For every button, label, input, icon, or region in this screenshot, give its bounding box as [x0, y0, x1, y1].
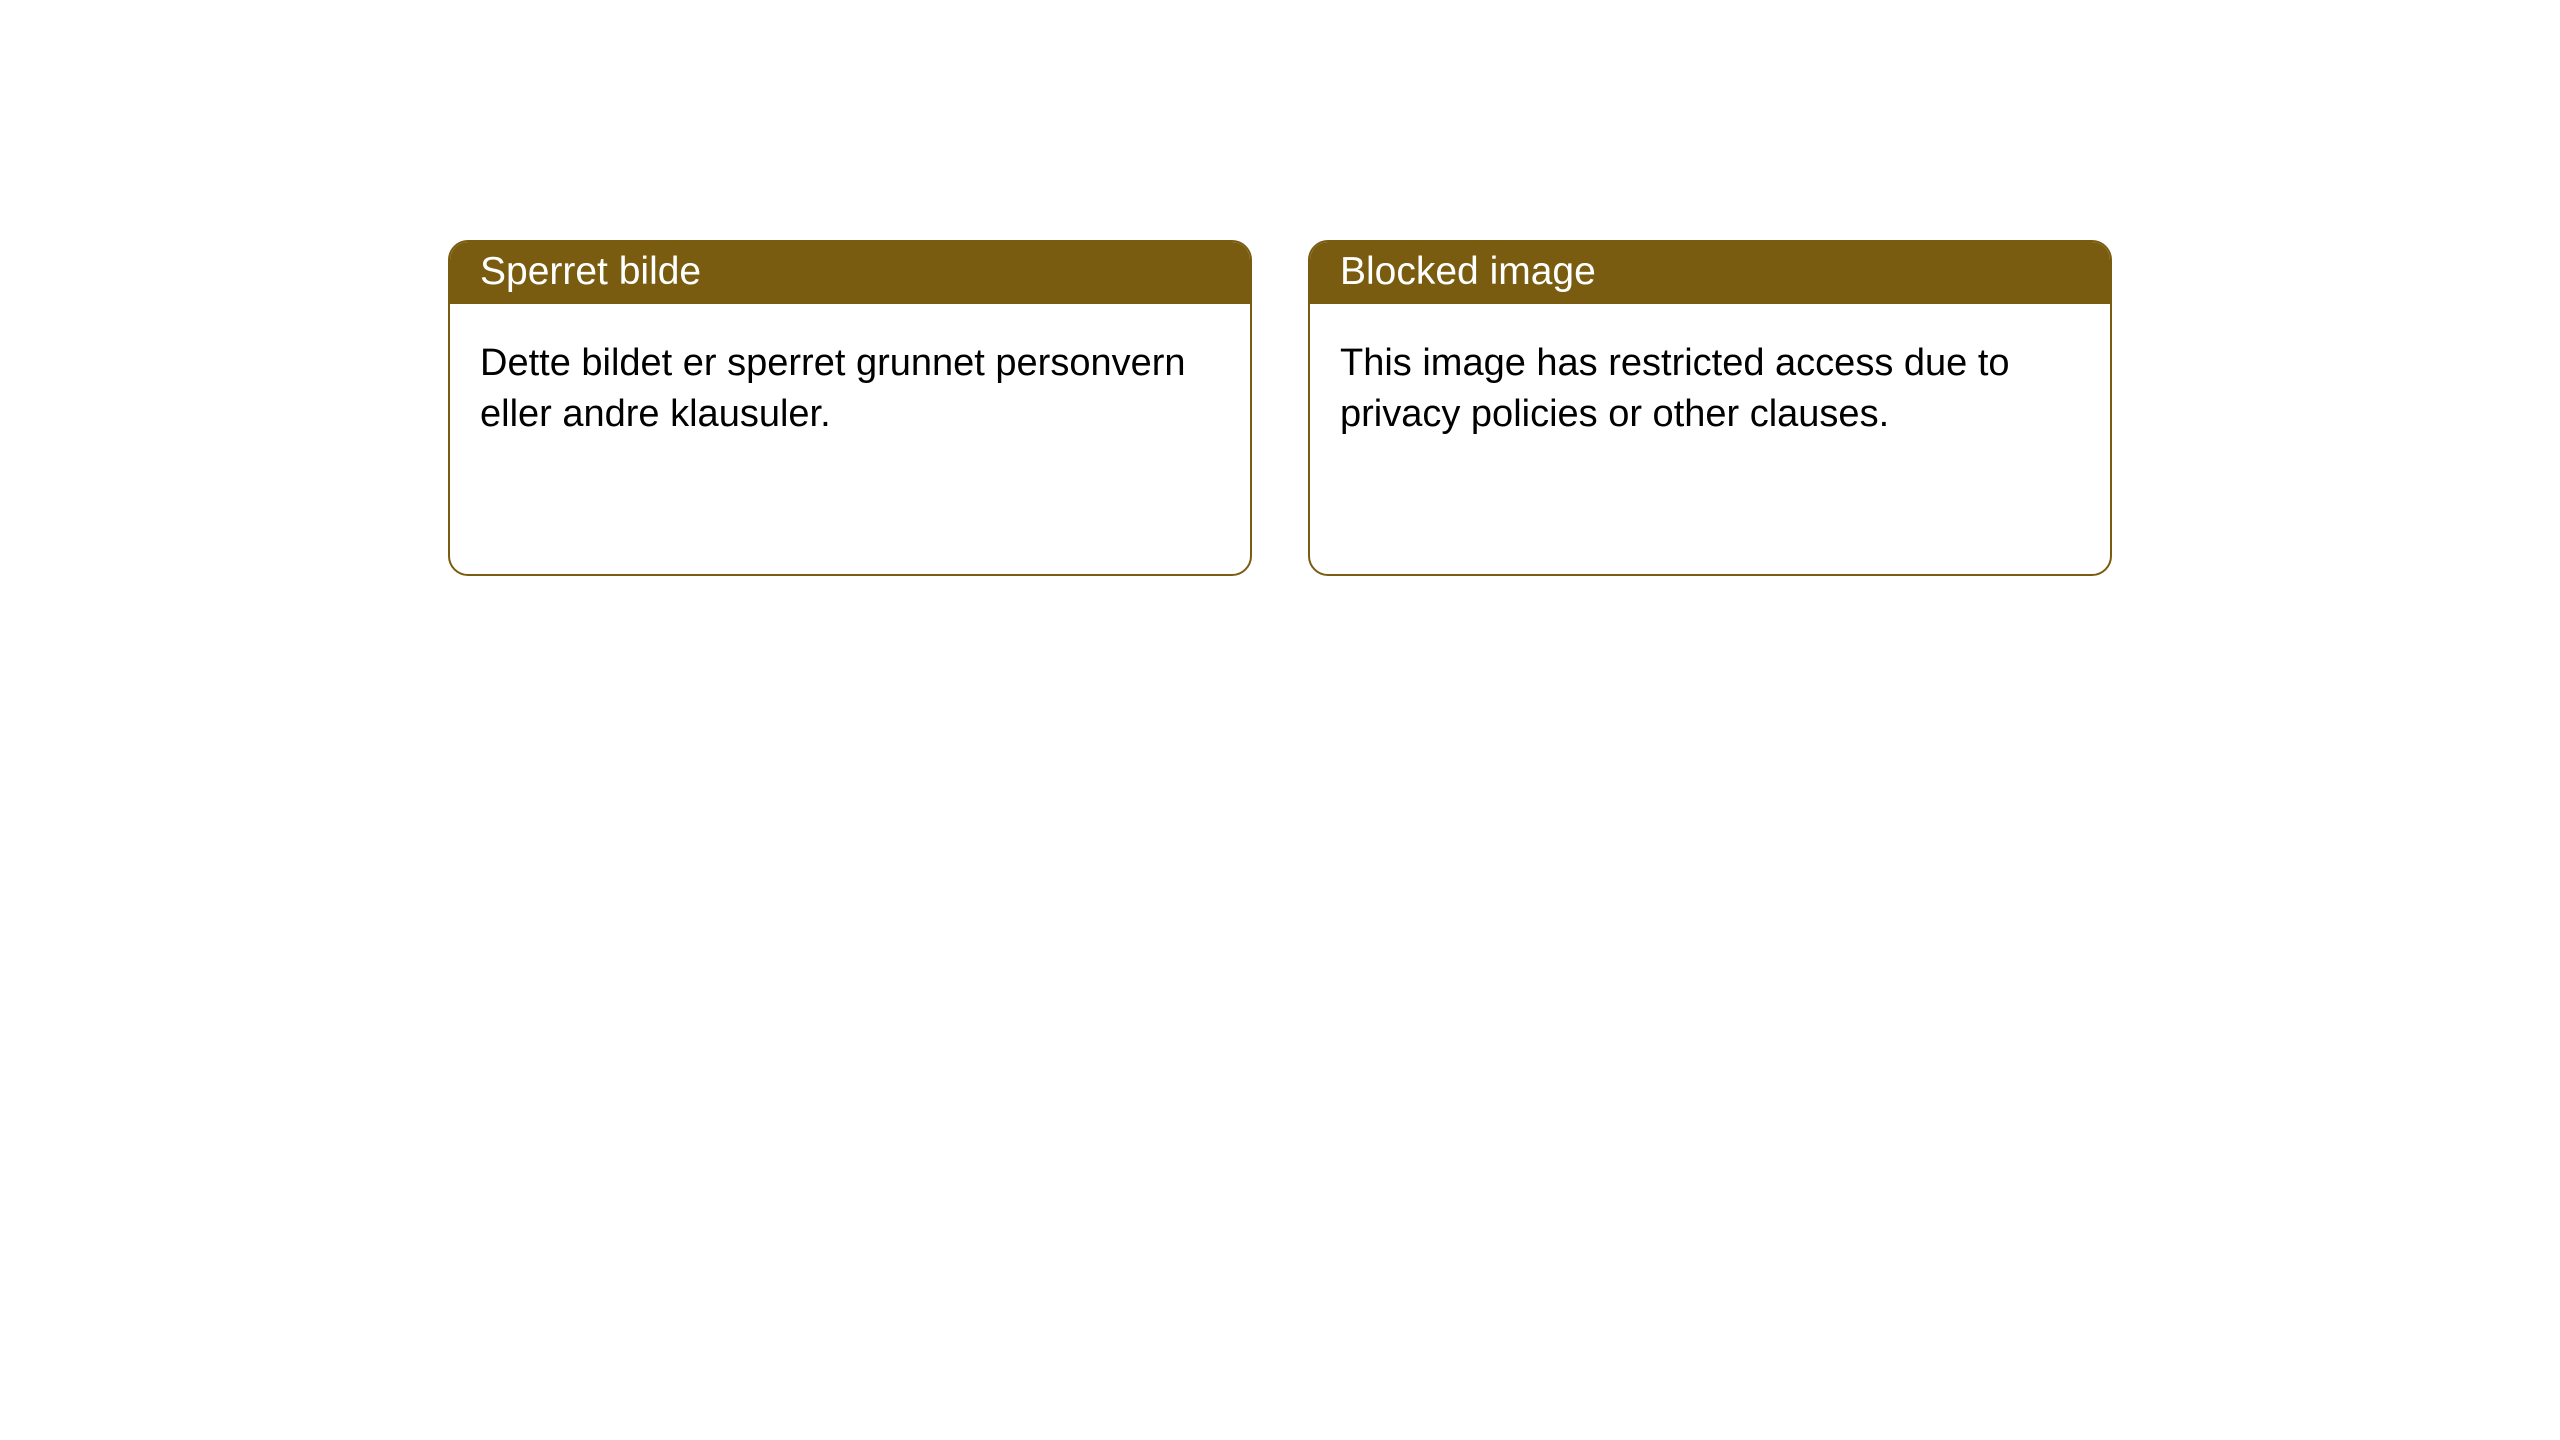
notice-body-text: Dette bildet er sperret grunnet personve… [480, 342, 1186, 435]
notice-body: Dette bildet er sperret grunnet personve… [450, 304, 1250, 475]
notice-card-norwegian: Sperret bilde Dette bildet er sperret gr… [448, 240, 1252, 576]
notice-header: Sperret bilde [450, 242, 1250, 304]
notice-title: Sperret bilde [480, 250, 701, 293]
notice-card-english: Blocked image This image has restricted … [1308, 240, 2112, 576]
notice-body: This image has restricted access due to … [1310, 304, 2110, 475]
notice-header: Blocked image [1310, 242, 2110, 304]
notice-cards-container: Sperret bilde Dette bildet er sperret gr… [0, 0, 2560, 576]
notice-body-text: This image has restricted access due to … [1340, 342, 2010, 435]
notice-title: Blocked image [1340, 250, 1596, 293]
